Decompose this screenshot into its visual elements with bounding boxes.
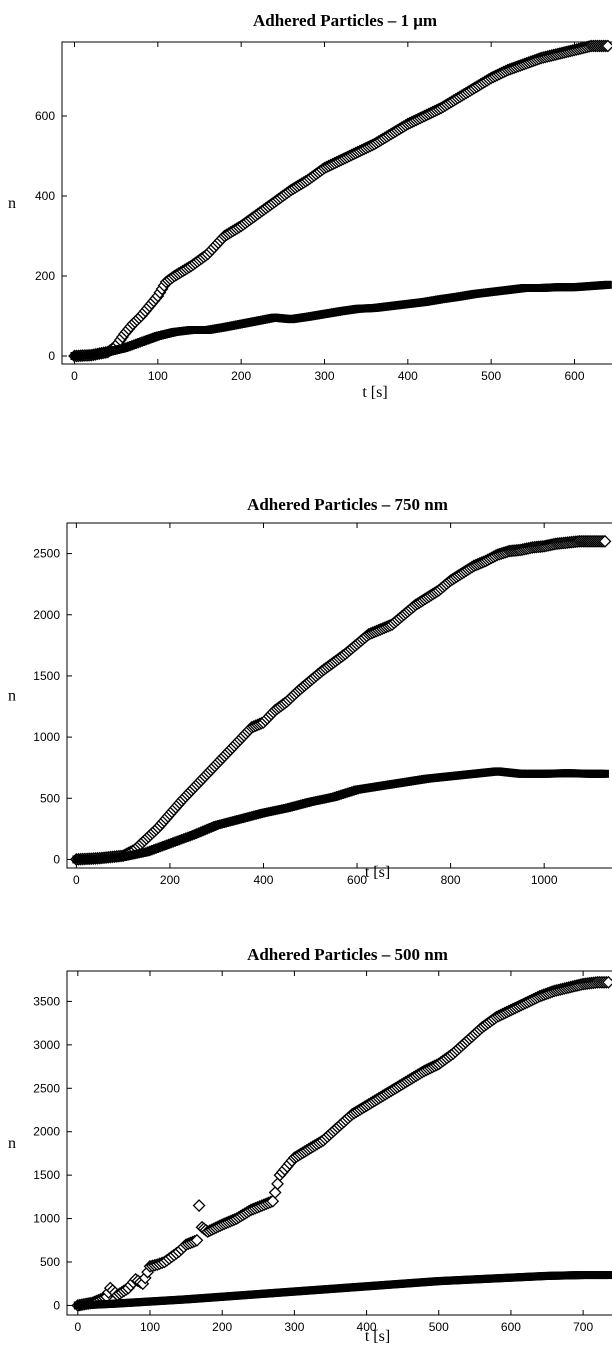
chart-1um: Adhered Particles – 1 μm 0 100 200 300 400 500…: [8, 11, 612, 401]
series-1: [70, 280, 612, 360]
y-tick-label: 3500: [33, 994, 60, 1008]
x-tick-label: 600: [501, 1320, 521, 1334]
y-tick-label: 400: [35, 189, 55, 203]
data-point: [192, 1199, 206, 1212]
chart-panel-750nm: Adhered Particles – 750 nm 0 200 400 600 800 1…: [0, 488, 612, 888]
data-point: [601, 39, 612, 53]
x-axis-label: t [s]: [365, 864, 390, 881]
y-tick-label: 200: [35, 269, 55, 283]
data-point: [271, 1177, 284, 1191]
data-point: [604, 1271, 612, 1280]
y-tick-label: 2500: [33, 547, 60, 561]
y-tick-label: 1500: [33, 1168, 60, 1182]
plot-frame: [66, 970, 612, 1316]
data-point: [603, 280, 612, 289]
series-1: [73, 1271, 612, 1310]
y-tick-label: 1500: [33, 669, 60, 683]
series-1: [72, 767, 609, 864]
x-tick-label: 400: [253, 873, 273, 887]
data-layer: [69, 534, 612, 866]
y-tick-label: 1000: [33, 1212, 60, 1226]
x-tick-label: 0: [71, 369, 78, 383]
series-0: [69, 534, 612, 866]
x-axis-label: t [s]: [365, 1328, 390, 1345]
chart-panel-500nm: Adhered Particles – 500 nm 0 100 200 300 400 5…: [0, 936, 612, 1354]
y-tick-label: 2500: [33, 1081, 60, 1095]
data-point: [598, 534, 612, 548]
chart-title: Adhered Particles – 1 μm: [253, 11, 437, 30]
data-layer: [68, 39, 612, 363]
y-tick-label: 500: [40, 791, 60, 805]
chart-panel-1um: Adhered Particles – 1 μm 0 100 200 300 400 500…: [0, 0, 612, 410]
y-tick-label: 0: [48, 349, 55, 363]
chart-500nm: Adhered Particles – 500 nm 0 100 200 300 400 5…: [8, 945, 612, 1345]
y-tick-label: 500: [40, 1255, 60, 1269]
x-tick-label: 200: [231, 369, 251, 383]
data-point: [601, 975, 612, 989]
y-tick-label: 0: [53, 1298, 60, 1312]
data-point: [268, 1186, 282, 1199]
x-tick-label: 200: [212, 1320, 232, 1334]
x-tick-label: 1000: [531, 873, 558, 887]
x-tick-label: 400: [398, 369, 418, 383]
series-0: [71, 975, 612, 1312]
x-tick-label: 100: [140, 1320, 160, 1334]
y-tick-label: 2000: [33, 608, 60, 622]
data-layer: [71, 975, 612, 1312]
y-tick-label: 600: [35, 109, 55, 123]
y-tick-label: 0: [53, 852, 60, 866]
y-axis-label: n: [8, 195, 16, 212]
x-tick-label: 500: [429, 1320, 449, 1334]
chart-title: Adhered Particles – 750 nm: [247, 495, 448, 514]
x-tick-label: 0: [73, 873, 80, 887]
x-tick-label: 500: [481, 369, 501, 383]
x-tick-label: 300: [314, 369, 334, 383]
plot-frame: [66, 522, 612, 869]
y-tick-label: 2000: [33, 1125, 60, 1139]
y-axis-label: n: [8, 1135, 16, 1152]
x-tick-label: 100: [148, 369, 168, 383]
data-point: [190, 1233, 204, 1247]
data-point: [600, 769, 609, 778]
y-tick-label: 1000: [33, 730, 60, 744]
x-tick-label: 0: [74, 1320, 81, 1334]
chart-title: Adhered Particles – 500 nm: [247, 945, 448, 964]
chart-750nm: Adhered Particles – 750 nm 0 200 400 600 800 1…: [8, 495, 612, 887]
x-tick-label: 600: [564, 369, 584, 383]
x-tick-label: 800: [441, 873, 461, 887]
x-axis-label: t [s]: [362, 384, 387, 401]
x-tick-label: 300: [284, 1320, 304, 1334]
y-axis-label: n: [8, 688, 16, 705]
plot-frame: [61, 41, 612, 365]
x-tick-label: 700: [573, 1320, 593, 1334]
y-tick-label: 3000: [33, 1038, 60, 1052]
x-tick-label: 200: [160, 873, 180, 887]
x-tick-label: 400: [357, 1320, 377, 1334]
x-tick-label: 600: [347, 873, 367, 887]
